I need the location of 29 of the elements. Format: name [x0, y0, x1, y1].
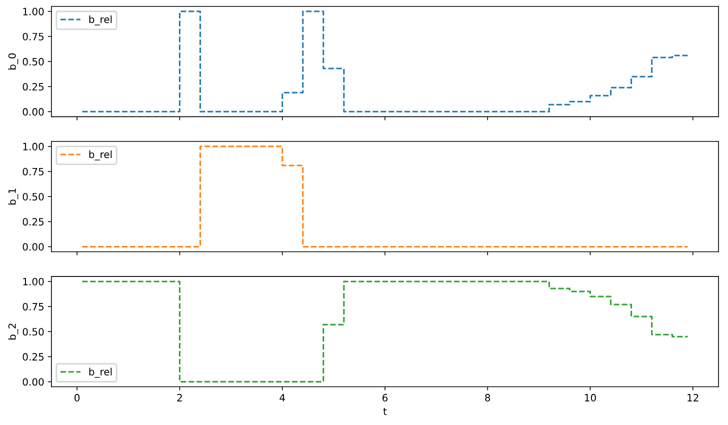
y-tick-label: 0.75 [22, 302, 44, 310]
y-tick-label: 0.50 [22, 328, 44, 336]
y-axis-title: b_1 [8, 188, 18, 205]
y-tick-label: 0.25 [22, 82, 44, 91]
x-tick-label: 0 [74, 394, 80, 402]
x-tick-label: 2 [177, 394, 182, 402]
y-axis-title: b_0 [8, 53, 18, 70]
y-tick-label: 0.50 [22, 58, 44, 66]
y-axis-title: b_2 [8, 324, 18, 340]
y-tick-label: 1.00 [23, 142, 44, 150]
y-tick-label: 0.75 [22, 32, 44, 40]
legend-label: b_rel [89, 150, 112, 160]
y-tick-label: 0.00 [22, 108, 44, 116]
legend-label: b_rel [89, 368, 112, 378]
legend-label: b_rel [89, 15, 112, 26]
x-tick-label: 8 [485, 394, 490, 402]
x-tick-label: 6 [382, 394, 388, 402]
y-tick-label: 0.00 [22, 243, 44, 251]
x-axis-title: t [383, 408, 387, 416]
y-tick-label: 1.00 [23, 278, 44, 286]
y-tick-label: 0.75 [22, 168, 44, 176]
y-tick-label: 0.00 [22, 378, 44, 386]
x-tick-label: 10 [584, 394, 596, 402]
y-tick-label: 1.00 [23, 8, 44, 16]
y-tick-label: 0.50 [22, 192, 44, 201]
y-tick-label: 0.25 [22, 353, 44, 361]
x-tick-label: 12 [688, 394, 698, 402]
x-tick-label: 4 [280, 394, 285, 402]
y-tick-label: 0.25 [22, 218, 44, 226]
